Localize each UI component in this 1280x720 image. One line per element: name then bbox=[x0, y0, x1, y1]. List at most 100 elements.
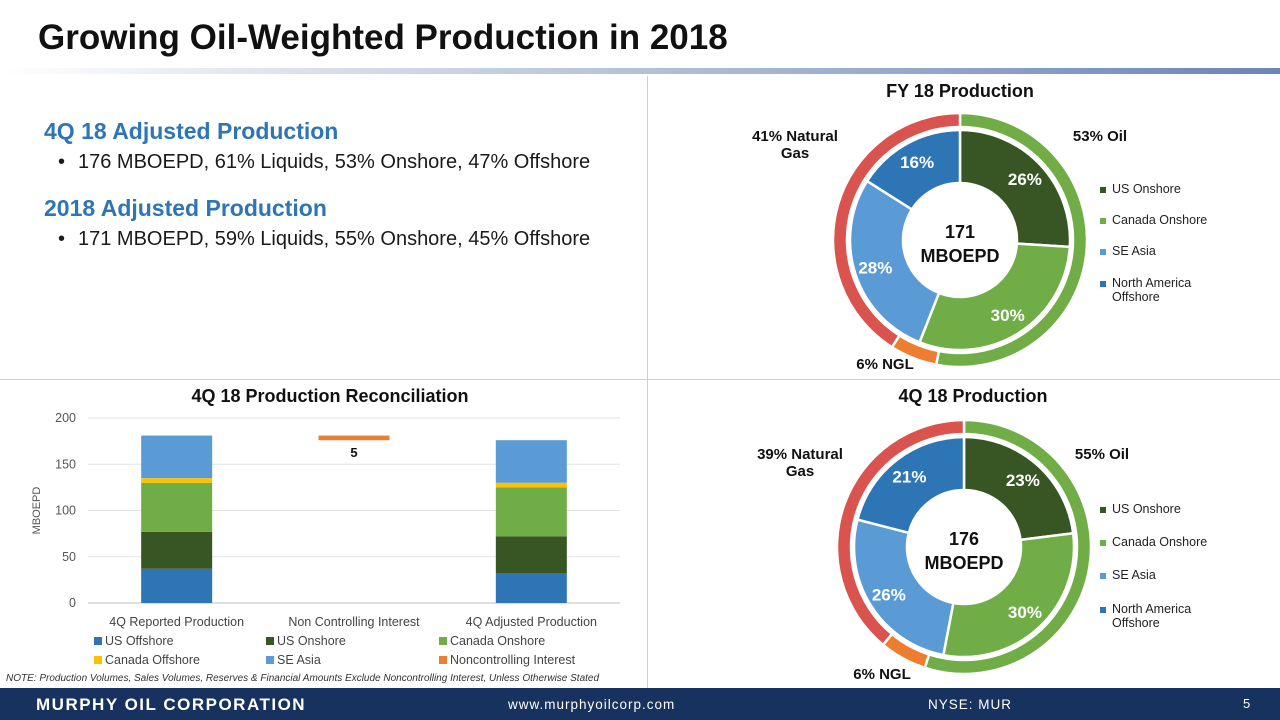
bar-segment bbox=[141, 482, 213, 532]
legend-us-onshore: US Onshore bbox=[266, 634, 346, 648]
bar-segment bbox=[495, 573, 567, 603]
bar-segment bbox=[141, 435, 213, 479]
gas-label-line2: Gas bbox=[780, 145, 810, 162]
q4-ngl-label: 6% NGL bbox=[853, 666, 911, 683]
slice-label: 26% bbox=[872, 586, 906, 605]
q4-donut-chart: 23% 30% 26% 21% 176 MBOEPD bbox=[835, 418, 1093, 676]
legend-swatch bbox=[1100, 218, 1106, 224]
y-tick-label: 50 bbox=[62, 550, 76, 564]
page-number: 5 bbox=[1243, 696, 1251, 711]
legend-swatch bbox=[1100, 187, 1106, 193]
slice-label: 23% bbox=[1006, 471, 1040, 490]
outer-ring-segment bbox=[831, 111, 962, 349]
x-tick-label: Non Controlling Interest bbox=[288, 615, 420, 629]
data-label: 5 bbox=[350, 445, 357, 460]
q4-donut-title: 4Q 18 Production bbox=[898, 386, 1048, 406]
legend-swatch bbox=[1100, 540, 1106, 546]
slice-label: 30% bbox=[1008, 603, 1042, 622]
fy-gas-label: 41% Natural Gas bbox=[735, 128, 855, 162]
fy-ngl-label: 6% NGL bbox=[856, 356, 914, 373]
x-tick-label: 4Q Reported Production bbox=[109, 615, 244, 629]
slice-label: 26% bbox=[1008, 170, 1042, 189]
donut-slice bbox=[855, 435, 966, 535]
legend-noncontrolling: Noncontrolling Interest bbox=[439, 653, 575, 667]
legend-item: Canada Onshore bbox=[1100, 535, 1207, 568]
center-value: 176 bbox=[949, 529, 979, 549]
legend-label: Offshore bbox=[1112, 290, 1160, 304]
legend-se-asia: SE Asia bbox=[266, 653, 321, 667]
legend-item: SE Asia bbox=[1100, 244, 1207, 276]
x-tick-label: 4Q Adjusted Production bbox=[466, 615, 597, 629]
legend-swatch bbox=[266, 656, 274, 664]
center-unit: MBOEPD bbox=[920, 246, 999, 266]
legend-swatch bbox=[266, 637, 274, 645]
bar-segment bbox=[495, 482, 567, 488]
legend-label: US Offshore bbox=[105, 634, 174, 648]
donut-slice bbox=[865, 128, 962, 212]
gas-label-line1: 39% Natural bbox=[757, 446, 843, 463]
fy-donut-chart: 26% 30% 28% 16% 171 MBOEPD bbox=[831, 111, 1089, 369]
bar-chart: 0 50 100 150 200 MBOEPD 4Q Reported Production… bbox=[31, 411, 620, 629]
legend-swatch bbox=[1100, 607, 1106, 613]
legend-swatch bbox=[439, 637, 447, 645]
bar-segment bbox=[495, 536, 567, 574]
donut-slice bbox=[917, 242, 1072, 352]
fy-oil-label: 53% Oil bbox=[1072, 128, 1128, 145]
legend-label: US Onshore bbox=[1112, 182, 1181, 196]
q4-heading: 4Q 18 Adjusted Production bbox=[44, 118, 339, 144]
legend-label: SE Asia bbox=[1112, 568, 1156, 582]
fy-heading: 2018 Adjusted Production bbox=[44, 195, 327, 221]
center-unit: MBOEPD bbox=[924, 553, 1003, 573]
legend-item: SE Asia bbox=[1100, 568, 1207, 602]
bar-segment bbox=[495, 440, 567, 483]
footer-bar: MURPHY OIL CORPORATION www.murphyoilcorp… bbox=[0, 688, 1280, 720]
slice-label: 16% bbox=[900, 153, 934, 172]
bar-segment bbox=[318, 435, 390, 441]
q4-bullet-text: 176 MBOEPD, 61% Liquids, 53% Onshore, 47… bbox=[78, 151, 591, 173]
legend-label: North America bbox=[1112, 276, 1192, 290]
q4-bullet: • 176 MBOEPD, 61% Liquids, 53% Onshore, 4… bbox=[58, 151, 590, 174]
bar-segment bbox=[141, 568, 213, 603]
bar-segment bbox=[141, 478, 213, 483]
legend-swatch bbox=[94, 656, 102, 664]
fy-bullet-text: 171 MBOEPD, 59% Liquids, 55% Onshore, 45… bbox=[78, 228, 591, 250]
gas-label-line2: Gas bbox=[785, 463, 815, 480]
bar-segment bbox=[495, 487, 567, 537]
legend-item: Canada Onshore bbox=[1100, 213, 1207, 244]
slice-label: 21% bbox=[892, 468, 926, 487]
y-tick-label: 200 bbox=[55, 411, 76, 425]
bar-chart-title: 4Q 18 Production Reconciliation bbox=[191, 386, 469, 406]
legend-label: Canada Offshore bbox=[105, 653, 200, 667]
y-tick-label: 150 bbox=[55, 457, 76, 471]
slice-label: 30% bbox=[991, 306, 1025, 325]
legend-label: SE Asia bbox=[277, 653, 321, 667]
bullet-dot: • bbox=[58, 151, 66, 173]
q4-donut-legend: US Onshore Canada Onshore SE Asia North … bbox=[1100, 502, 1207, 630]
legend-swatch bbox=[94, 637, 102, 645]
legend-label: US Onshore bbox=[1112, 502, 1181, 516]
website-link[interactable]: www.murphyoilcorp.com bbox=[508, 697, 676, 712]
fy-donut-title: FY 18 Production bbox=[886, 81, 1034, 101]
y-tick-label: 100 bbox=[55, 504, 76, 518]
legend-us-offshore: US Offshore bbox=[94, 634, 174, 648]
bar-segment bbox=[141, 531, 213, 569]
legend-item: US Onshore bbox=[1100, 502, 1207, 535]
center-value: 171 bbox=[945, 222, 975, 242]
q4-gas-label: 39% Natural Gas bbox=[740, 446, 860, 480]
donut-slice bbox=[962, 435, 1075, 542]
legend-canada-onshore: Canada Onshore bbox=[439, 634, 545, 648]
fy-bullet: • 171 MBOEPD, 59% Liquids, 55% Onshore, 4… bbox=[58, 228, 590, 251]
legend-label: Canada Onshore bbox=[1112, 535, 1208, 549]
legend-swatch bbox=[1100, 507, 1106, 513]
legend-swatch bbox=[1100, 249, 1106, 255]
legend-canada-offshore: Canada Offshore bbox=[94, 653, 200, 667]
gas-label-line1: 41% Natural bbox=[752, 128, 838, 145]
page-title: Growing Oil-Weighted Production in 2018 bbox=[38, 18, 728, 57]
ticker-symbol: NYSE: MUR bbox=[928, 697, 1013, 712]
fy-donut-legend: US Onshore Canada Onshore SE Asia North … bbox=[1100, 182, 1207, 304]
vertical-divider bbox=[647, 76, 648, 688]
legend-label: North America bbox=[1112, 602, 1192, 616]
y-axis-label: MBOEPD bbox=[31, 487, 43, 535]
legend-swatch bbox=[1100, 573, 1106, 579]
slice-label: 28% bbox=[858, 259, 892, 278]
